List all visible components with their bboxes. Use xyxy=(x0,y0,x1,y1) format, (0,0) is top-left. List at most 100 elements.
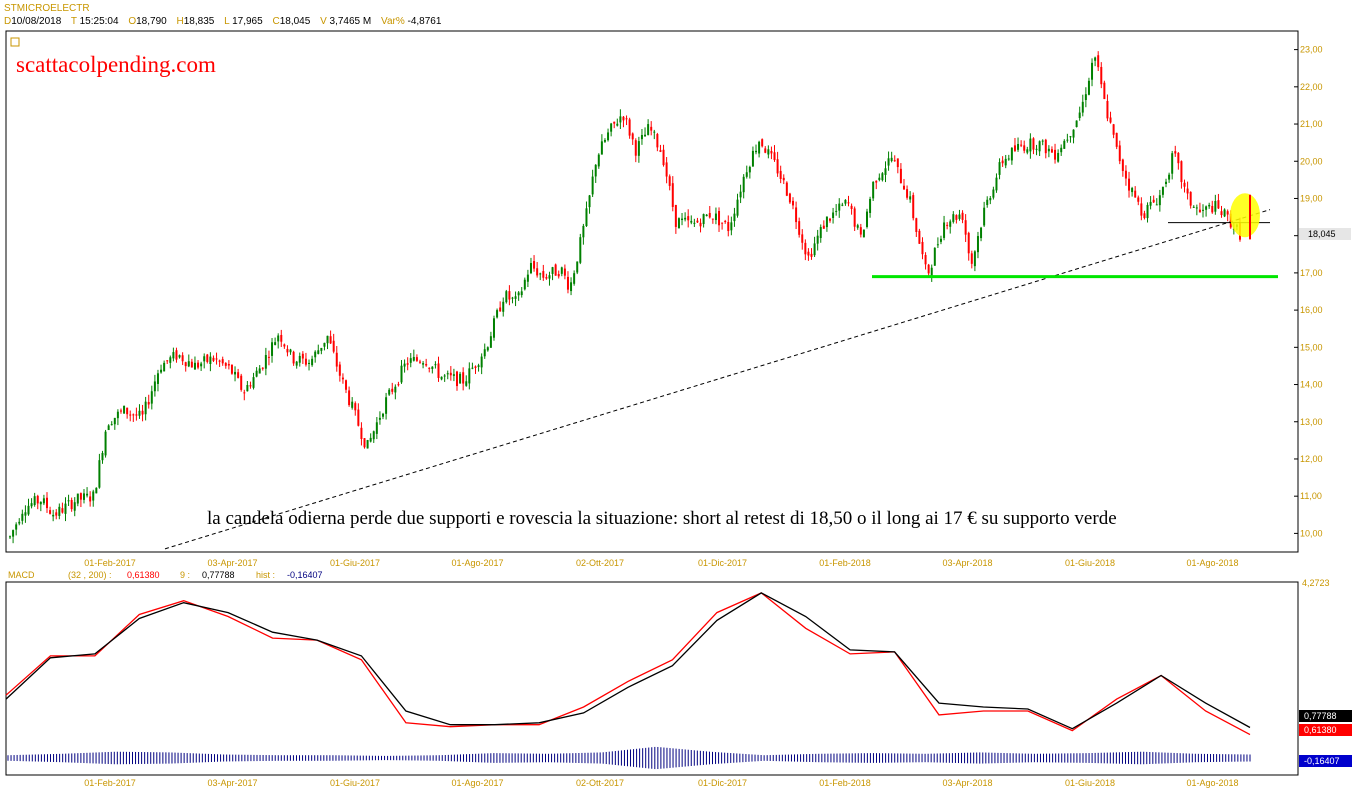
volume-value: 3,7465 M xyxy=(329,16,372,27)
candle-body xyxy=(79,493,82,500)
candle-body xyxy=(699,222,702,227)
candle-body xyxy=(912,195,915,219)
candle-body xyxy=(18,521,21,524)
price-x-axis: 01-Feb-2017 03-Apr-2017 01-Giu-2017 01-Ago-… xyxy=(84,558,1238,568)
candle-body xyxy=(1047,148,1050,152)
macd-histogram xyxy=(7,746,1251,770)
candle-body xyxy=(946,224,949,226)
candle-body xyxy=(899,168,902,184)
candle-body xyxy=(489,336,492,348)
candle-body xyxy=(1183,182,1186,187)
macd-value-box xyxy=(1299,724,1352,736)
candle-body xyxy=(274,342,277,345)
candle-body xyxy=(690,220,693,223)
panel-toggle-icon[interactable] xyxy=(10,37,20,47)
candle-body xyxy=(980,227,983,239)
candle-body xyxy=(341,377,344,380)
candle-body xyxy=(70,500,73,510)
y-tick-label: 23,00 xyxy=(1300,45,1323,55)
candle-body xyxy=(283,344,286,347)
candle-body xyxy=(545,277,548,279)
candle-body xyxy=(579,237,582,263)
candle-body xyxy=(607,132,610,141)
candle-body xyxy=(385,397,388,414)
candle-body xyxy=(751,150,754,167)
candle-body xyxy=(585,208,588,227)
candle-body xyxy=(449,372,452,376)
candle-body xyxy=(335,352,338,367)
candle-body xyxy=(425,363,428,366)
candle-body xyxy=(455,371,458,387)
candle-body xyxy=(169,357,172,363)
candle-body xyxy=(135,414,138,416)
candle-body xyxy=(1087,80,1090,95)
candle-body xyxy=(508,291,511,300)
candle-body xyxy=(986,199,989,206)
candle-body xyxy=(1103,82,1106,100)
candle-body xyxy=(15,524,18,530)
y-tick-label: 13,00 xyxy=(1300,417,1323,427)
candle-body xyxy=(1023,145,1026,151)
candle-body xyxy=(1223,209,1226,217)
hist-value: -0,16407 xyxy=(287,570,323,580)
candle-body xyxy=(859,227,862,235)
date-value: 10/08/2018 xyxy=(11,16,62,27)
candle-body xyxy=(1134,190,1137,198)
candle-body xyxy=(748,166,751,173)
low-value: 17,965 xyxy=(232,16,263,27)
candle-body xyxy=(486,347,489,351)
candle-body xyxy=(477,365,480,367)
candle-body xyxy=(822,225,825,229)
candle-body xyxy=(788,193,791,203)
candle-body xyxy=(804,242,807,255)
candle-body xyxy=(536,268,539,276)
candle-body xyxy=(61,508,64,513)
candle-body xyxy=(184,362,187,367)
candle-body xyxy=(33,496,36,506)
candle-body xyxy=(474,366,477,368)
candle-body xyxy=(351,401,354,408)
x-tick-label: 03-Apr-2018 xyxy=(942,558,992,568)
candle-body xyxy=(150,391,153,404)
candle-body xyxy=(1177,152,1180,164)
price-panel-frame xyxy=(5,30,1299,553)
candle-body xyxy=(372,431,375,440)
candle-body xyxy=(736,199,739,216)
candle-body xyxy=(160,369,163,373)
candle-body xyxy=(1189,191,1192,206)
candle-body xyxy=(1106,100,1109,119)
candle-body xyxy=(471,367,474,369)
candle-body xyxy=(366,440,369,449)
candle-body xyxy=(1146,204,1149,219)
candle-body xyxy=(1050,149,1053,153)
candle-body xyxy=(696,220,699,223)
candle-body xyxy=(172,352,175,359)
y-tick-label: 10,00 xyxy=(1300,528,1323,538)
candle-body xyxy=(126,407,129,415)
candle-body xyxy=(1161,186,1164,195)
close-key: C xyxy=(272,16,280,27)
candle-body xyxy=(893,160,896,162)
candle-body xyxy=(1226,211,1229,215)
candle-body xyxy=(767,149,770,155)
candle-body xyxy=(687,216,690,221)
candle-body xyxy=(739,191,742,198)
candle-body xyxy=(107,425,110,431)
candle-body xyxy=(890,157,893,161)
candle-body xyxy=(773,152,776,161)
candle-body xyxy=(1121,159,1124,172)
candle-body xyxy=(348,390,351,406)
candle-body xyxy=(446,373,449,375)
low-key: L xyxy=(224,16,230,27)
candle-body xyxy=(659,150,662,152)
candle-body xyxy=(662,149,665,166)
candle-body xyxy=(249,385,252,387)
candle-body xyxy=(539,273,542,275)
macd-x-tick-label: 03-Apr-2018 xyxy=(942,778,992,788)
candle-body xyxy=(838,203,841,211)
candle-body xyxy=(792,200,795,206)
candle-body xyxy=(492,318,495,338)
candle-body xyxy=(1220,211,1223,216)
candle-body xyxy=(354,403,357,411)
